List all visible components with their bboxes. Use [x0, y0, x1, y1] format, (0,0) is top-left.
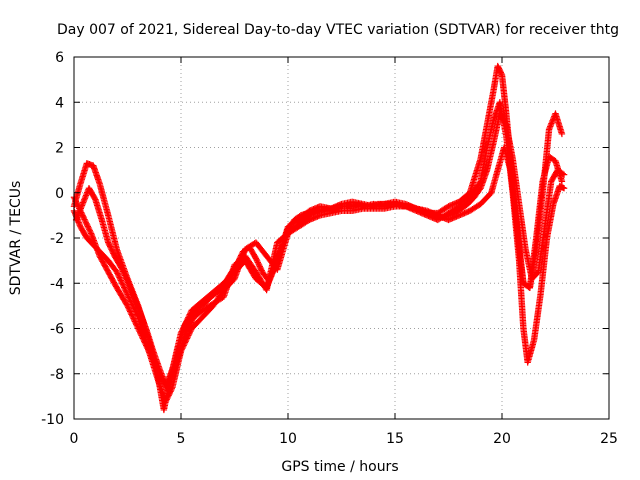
- data-point: [116, 274, 123, 281]
- data-point: [128, 312, 136, 319]
- data-point: [135, 325, 142, 332]
- data-point: [115, 272, 123, 280]
- data-point: [83, 220, 90, 227]
- data-point: [131, 318, 139, 325]
- y-tick-label: -6: [50, 322, 64, 338]
- data-point: [124, 291, 131, 298]
- data-point: [502, 120, 509, 127]
- x-tick-label: 15: [386, 431, 404, 447]
- data-point: [116, 275, 124, 283]
- data-point: [137, 329, 144, 336]
- marks-layer: [70, 62, 568, 414]
- data-point: [139, 333, 146, 341]
- data-point: [141, 338, 148, 345]
- y-tick-label: 2: [55, 141, 64, 157]
- data-point: [121, 285, 129, 293]
- data-point: [560, 185, 568, 192]
- data-point: [122, 288, 130, 295]
- data-point: [81, 216, 88, 223]
- data-point: [559, 170, 566, 177]
- data-point: [117, 277, 125, 284]
- x-tick-label: 0: [70, 431, 79, 447]
- data-point: [120, 282, 127, 290]
- data-point: [129, 313, 137, 321]
- data-point: [124, 304, 132, 311]
- y-tick-label: -2: [50, 231, 64, 247]
- data-point: [125, 305, 133, 312]
- data-point: [81, 217, 89, 225]
- data-point: [126, 306, 133, 314]
- data-point: [84, 223, 92, 230]
- data-point: [139, 335, 147, 342]
- data-point: [86, 227, 94, 234]
- data-point: [136, 328, 143, 335]
- data-point: [71, 195, 78, 202]
- data-point: [80, 213, 87, 220]
- data-point: [85, 224, 92, 232]
- data-point: [114, 271, 122, 278]
- data-point: [126, 308, 134, 315]
- data-point: [135, 326, 143, 334]
- data-point: [80, 214, 88, 222]
- y-axis-label: SDTVAR / TECUs: [8, 181, 24, 296]
- data-point: [141, 339, 149, 346]
- data-point: [558, 130, 566, 138]
- data-point: [560, 171, 568, 178]
- data-point: [130, 315, 137, 322]
- data-point: [130, 316, 138, 324]
- data-point: [133, 322, 141, 329]
- data-point: [134, 323, 141, 331]
- y-tick-label: -4: [50, 276, 64, 292]
- data-point: [120, 284, 128, 291]
- data-point: [137, 330, 145, 338]
- data-point: [122, 287, 129, 294]
- data-point: [123, 276, 131, 283]
- y-tick-label: -10: [41, 412, 64, 428]
- data-point: [119, 281, 127, 288]
- series-track-4: [72, 110, 568, 389]
- data-point: [113, 268, 120, 276]
- data-point: [127, 309, 135, 317]
- y-tick-label: 6: [55, 50, 64, 66]
- chart-title: Day 007 of 2021, Sidereal Day-to-day VTE…: [57, 22, 619, 38]
- y-tick-label: 4: [55, 95, 64, 111]
- data-point: [123, 289, 131, 297]
- data-point: [83, 221, 91, 229]
- data-point: [124, 302, 131, 310]
- y-tick-label: 0: [55, 186, 64, 202]
- data-point: [558, 178, 566, 185]
- data-point: [118, 278, 125, 286]
- data-point: [114, 270, 121, 277]
- data-point: [72, 196, 79, 204]
- ticks-layer: 0 5 10 15 20 25 -10 -8 -6 -4 -2 0 2 4 6: [41, 50, 618, 447]
- data-point: [498, 70, 505, 78]
- data-point: [140, 336, 147, 344]
- data-point: [128, 311, 135, 318]
- x-tick-label: 10: [279, 431, 297, 447]
- data-point: [73, 199, 80, 207]
- data-point: [87, 228, 94, 236]
- data-point: [132, 321, 140, 328]
- data-point: [132, 319, 139, 327]
- data-point: [85, 226, 93, 233]
- data-point: [138, 332, 145, 339]
- x-tick-label: 20: [493, 431, 511, 447]
- y-tick-label: -8: [50, 367, 64, 383]
- x-axis-label: GPS time / hours: [281, 459, 398, 475]
- x-tick-label: 5: [177, 431, 186, 447]
- data-point: [118, 280, 126, 287]
- data-point: [82, 219, 90, 226]
- x-tick-label: 25: [600, 431, 618, 447]
